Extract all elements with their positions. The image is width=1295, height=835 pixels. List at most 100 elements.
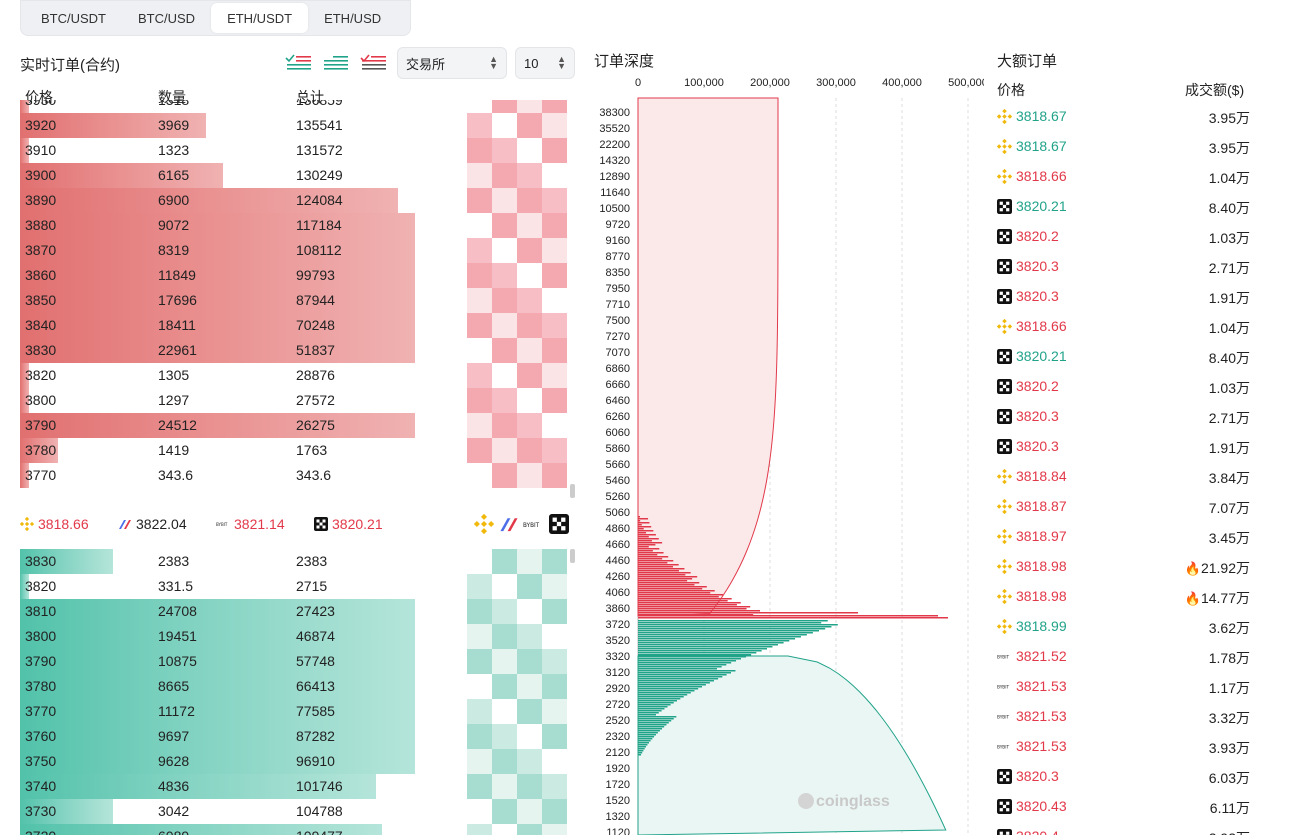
- bids-scrollbar[interactable]: [570, 549, 575, 563]
- ask-bar: [638, 580, 688, 582]
- orderbook-row[interactable]: 3820 1305 28876: [20, 363, 575, 388]
- large-order-row[interactable]: 3820.21 8.40万: [997, 191, 1250, 221]
- orderbook-row[interactable]: 3750 9628 96910: [20, 749, 575, 774]
- orderbook-row[interactable]: 3810 24708 27423: [20, 599, 575, 624]
- depth-bar: [20, 413, 415, 438]
- tab-btc-usd[interactable]: BTC/USD: [138, 10, 196, 26]
- price-cell: 3740: [25, 778, 57, 794]
- ask-bar: [638, 617, 948, 619]
- orderbook-row[interactable]: 3840 18411 70248: [20, 313, 575, 338]
- value-text: 3.32万: [1208, 710, 1250, 726]
- tab-eth-usdt[interactable]: ETH/USDT: [211, 3, 309, 33]
- view-both-icon[interactable]: [285, 53, 313, 73]
- large-order-row[interactable]: 3820.2 1.03万: [997, 221, 1250, 251]
- y-tick-label: 6660: [606, 379, 630, 391]
- large-order-row[interactable]: BYBIT 3821.53 3.32万: [997, 701, 1250, 731]
- bid-bar: [638, 642, 784, 644]
- large-order-row[interactable]: 3818.98 🔥21.92万: [997, 551, 1250, 581]
- depth-bar: [20, 188, 399, 213]
- exchange-heat-cell: [517, 463, 542, 488]
- large-order-row[interactable]: 3818.97 3.45万: [997, 521, 1250, 551]
- orderbook-row[interactable]: 3900 6165 130249: [20, 163, 575, 188]
- large-order-row[interactable]: 3818.99 3.62万: [997, 611, 1250, 641]
- exchange-heat-cell: [517, 413, 542, 438]
- view-bids-icon[interactable]: [322, 53, 350, 73]
- exchange-heat-cell: [492, 213, 517, 238]
- large-order-row[interactable]: 3820.3 2.71万: [997, 401, 1250, 431]
- exchange-select[interactable]: 交易所 ▲ ▼: [397, 47, 507, 79]
- large-order-row[interactable]: 3820.3 1.91万: [997, 281, 1250, 311]
- large-order-row[interactable]: 3820.3 6.03万: [997, 761, 1250, 791]
- ask-bar: [638, 528, 644, 530]
- large-order-row[interactable]: BYBIT 3821.52 1.78万: [997, 641, 1250, 671]
- qty-cell: 11172: [158, 703, 195, 719]
- orderbook-row[interactable]: 3850 17696 87944: [20, 288, 575, 313]
- exchange-heat-cell: [467, 363, 492, 388]
- large-order-row[interactable]: 3818.98 🔥14.77万: [997, 581, 1250, 611]
- large-order-value: 1.03万: [1209, 378, 1250, 398]
- large-order-row[interactable]: 3820.2 1.03万: [997, 371, 1250, 401]
- asks-scrollbar[interactable]: [570, 484, 575, 498]
- depth-bar: [20, 213, 415, 238]
- bid-bar: [638, 664, 727, 666]
- large-order-value: 3.95万: [1209, 108, 1250, 128]
- orderbook-row[interactable]: 3830 2383 2383: [20, 549, 575, 574]
- orderbook-row[interactable]: 3760 9697 87282: [20, 724, 575, 749]
- orderbook-row[interactable]: 3930 1318 136859: [20, 100, 575, 113]
- tab-btc-usdt[interactable]: BTC/USDT: [41, 10, 106, 26]
- orderbook-row[interactable]: 3790 24512 26275: [20, 413, 575, 438]
- orderbook-row[interactable]: 3860 11849 99793: [20, 263, 575, 288]
- orderbook-row[interactable]: 3910 1323 131572: [20, 138, 575, 163]
- orderbook-row[interactable]: 3870 8319 108112: [20, 238, 575, 263]
- large-order-row[interactable]: 3820.21 8.40万: [997, 341, 1250, 371]
- large-order-row[interactable]: 3820.43 6.11万: [997, 791, 1250, 821]
- large-order-row[interactable]: BYBIT 3821.53 1.17万: [997, 671, 1250, 701]
- orderbook-row[interactable]: 3780 1419 1763: [20, 438, 575, 463]
- large-order-row[interactable]: 3818.66 1.04万: [997, 311, 1250, 341]
- exchange-heat-cell: [542, 799, 567, 824]
- tab-eth-usd[interactable]: ETH/USD: [324, 10, 382, 26]
- exchange-heat-cell: [467, 138, 492, 163]
- large-order-row[interactable]: 3818.67 3.95万: [997, 101, 1250, 131]
- bid-bar: [638, 702, 674, 704]
- orderbook-row[interactable]: 3890 6900 124084: [20, 188, 575, 213]
- large-order-row[interactable]: BYBIT 3821.53 3.93万: [997, 731, 1250, 761]
- okx-icon: [997, 799, 1012, 814]
- large-order-row[interactable]: 3818.87 7.07万: [997, 491, 1250, 521]
- exchange-heat-cell: [542, 113, 567, 138]
- large-order-row[interactable]: 3818.84 3.84万: [997, 461, 1250, 491]
- orderbook-row[interactable]: 3880 9072 117184: [20, 213, 575, 238]
- large-order-row[interactable]: 3820.3 1.91万: [997, 431, 1250, 461]
- orderbook-row[interactable]: 3720 6089 109477: [20, 824, 575, 835]
- orderbook-row[interactable]: 3730 3042 104788: [20, 799, 575, 824]
- large-order-row[interactable]: 3818.66 1.04万: [997, 161, 1250, 191]
- exchange-heat-cell: [542, 724, 567, 749]
- orderbook-row[interactable]: 3830 22961 51837: [20, 338, 575, 363]
- depth-bar: [20, 674, 415, 699]
- orderbook-row[interactable]: 3740 4836 101746: [20, 774, 575, 799]
- ask-bar: [638, 572, 691, 574]
- depth-bar: [20, 113, 207, 138]
- orderbook-row[interactable]: 3770 343.6 343.6: [20, 463, 575, 488]
- orderbook-row[interactable]: 3770 11172 77585: [20, 699, 575, 724]
- large-order-row[interactable]: 3820.3 2.71万: [997, 251, 1250, 281]
- orderbook-row[interactable]: 3920 3969 135541: [20, 113, 575, 138]
- svg-text:BYBIT: BYBIT: [523, 523, 540, 529]
- price-cell: 3890: [25, 192, 57, 208]
- orderbook-row[interactable]: 3820 331.5 2715: [20, 574, 575, 599]
- large-order-row[interactable]: 3820.4 2.92万: [997, 821, 1250, 835]
- exchange-heat-cell: [517, 824, 542, 835]
- orderbook-row[interactable]: 3780 8665 66413: [20, 674, 575, 699]
- orderbook-row[interactable]: 3790 10875 57748: [20, 649, 575, 674]
- y-tick-label: 3720: [606, 619, 630, 631]
- view-asks-icon[interactable]: [360, 53, 388, 73]
- large-order-row[interactable]: 3818.67 3.95万: [997, 131, 1250, 161]
- orderbook-row[interactable]: 3800 19451 46874: [20, 624, 575, 649]
- bid-bar: [638, 738, 653, 740]
- large-order-value: 2.92万: [1209, 828, 1250, 835]
- exchange-heat-cell: [517, 163, 542, 188]
- bybit-icon: BYBIT: [523, 523, 540, 529]
- orderbook-row[interactable]: 3800 1297 27572: [20, 388, 575, 413]
- depth-select[interactable]: 10 ▲ ▼: [515, 47, 575, 79]
- total-cell: 343.6: [296, 467, 332, 483]
